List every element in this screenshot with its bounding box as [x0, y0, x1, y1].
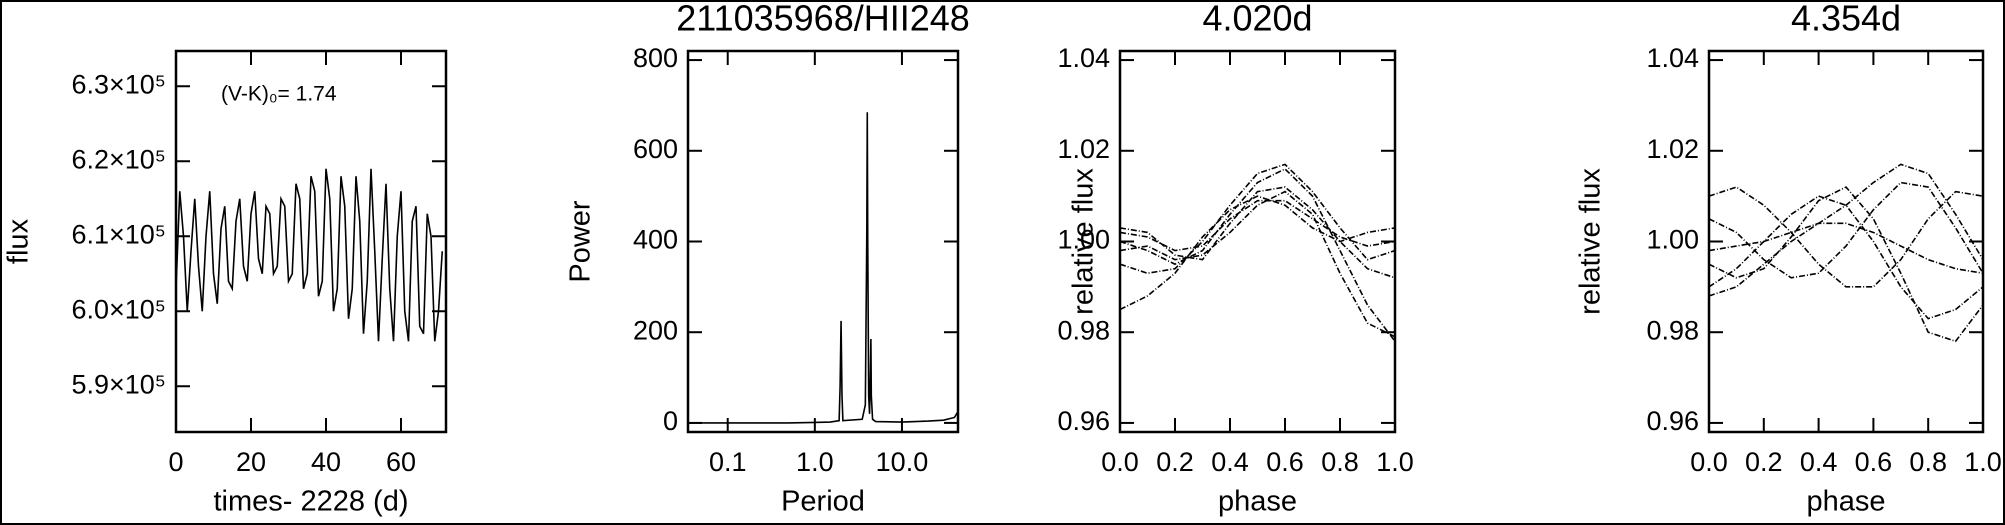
x-tick-label: 0.4: [1211, 447, 1249, 477]
x-tick-label: 0.8: [1909, 447, 1947, 477]
y-tick-label: 200: [633, 315, 678, 345]
y-tick-label: 6.2×10⁵: [71, 144, 166, 174]
x-tick-label: 0.4: [1800, 447, 1838, 477]
x-tick-label: 1.0: [796, 447, 834, 477]
data-line: [1709, 186, 1983, 288]
y-axis-label: Power: [565, 200, 597, 283]
y-tick-label: 800: [633, 43, 678, 73]
x-tick-label: 0.1: [709, 447, 747, 477]
y-tick-label: 0.98: [1646, 315, 1699, 345]
x-tick-label: 0.0: [1101, 447, 1139, 477]
x-tick-label: 20: [236, 447, 266, 477]
x-tick-label: 0.2: [1745, 447, 1783, 477]
y-tick-label: 1.02: [1646, 134, 1699, 164]
annotation: (V-K)₀= 1.74: [221, 83, 337, 106]
x-axis-label: times- 2228 (d): [213, 486, 408, 518]
y-tick-label: 0.96: [1057, 406, 1110, 436]
x-tick-label: 0.6: [1855, 447, 1893, 477]
y-tick-label: 1.02: [1057, 134, 1110, 164]
x-tick-label: 0: [168, 447, 183, 477]
y-axis-label: relative flux: [1068, 168, 1100, 315]
data-line: [1120, 199, 1395, 252]
y-tick-label: 0: [663, 406, 678, 436]
x-tick-label: 0.6: [1266, 447, 1304, 477]
y-tick-label: 6.3×10⁵: [71, 69, 166, 99]
x-tick-label: 40: [311, 447, 341, 477]
data-line: [1709, 163, 1983, 297]
x-tick-label: 0.2: [1156, 447, 1194, 477]
x-tick-label: 10.0: [876, 447, 929, 477]
data-line: [1709, 186, 1983, 343]
data-line: [688, 112, 958, 424]
x-tick-label: 0.8: [1321, 447, 1359, 477]
plot-frame: [686, 49, 960, 434]
y-tick-label: 6.0×10⁵: [71, 294, 166, 324]
x-axis-label: phase: [1218, 486, 1297, 518]
y-tick-label: 1.00: [1057, 225, 1110, 255]
data-line: [176, 168, 444, 342]
y-axis-label: flux: [3, 218, 35, 264]
plot-frame: [174, 49, 448, 434]
y-tick-label: 600: [633, 134, 678, 164]
data-line: [1709, 222, 1983, 275]
x-axis-label: Period: [781, 486, 865, 518]
data-line: [1120, 186, 1395, 279]
data-line: [1709, 181, 1983, 279]
y-tick-label: 1.04: [1057, 43, 1110, 73]
data-line: [1709, 195, 1983, 320]
y-tick-label: 400: [633, 225, 678, 255]
chart-title: 211035968/HII248: [676, 0, 970, 39]
y-tick-label: 0.96: [1646, 406, 1699, 436]
plot-frame: [1707, 49, 1985, 434]
data-line: [1120, 190, 1395, 338]
chart-title: 4.020d: [1202, 0, 1312, 39]
chart-title: 4.354d: [1791, 0, 1901, 39]
x-tick-label: 0.0: [1690, 447, 1728, 477]
y-axis-label: relative flux: [1575, 168, 1607, 315]
data-line: [1120, 195, 1395, 311]
x-tick-label: 1.0: [1964, 447, 2002, 477]
y-tick-label: 5.9×10⁵: [71, 369, 166, 399]
y-tick-label: 6.1×10⁵: [71, 219, 166, 249]
x-axis-label: phase: [1806, 486, 1885, 518]
x-tick-label: 60: [386, 447, 416, 477]
y-tick-label: 1.04: [1646, 43, 1699, 73]
y-tick-label: 1.00: [1646, 225, 1699, 255]
data-line: [1120, 167, 1395, 342]
x-tick-label: 1.0: [1376, 447, 1414, 477]
y-tick-label: 0.98: [1057, 315, 1110, 345]
